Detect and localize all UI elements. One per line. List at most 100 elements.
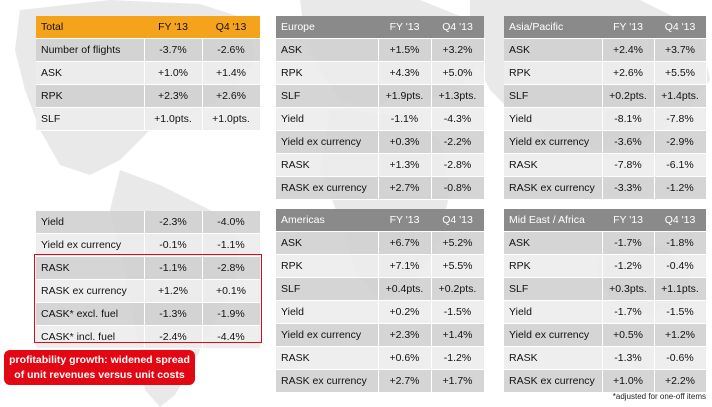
q413-value: -1.9% xyxy=(202,302,261,326)
metric-label: ASK xyxy=(276,38,379,62)
table-header-row: Americas FY '13 Q4 '13 xyxy=(276,209,484,232)
q413-value: +1.3pts. xyxy=(431,84,485,108)
q413-value: -2.9% xyxy=(654,130,707,154)
metric-label: Yield xyxy=(504,107,603,131)
q413-value: -0.8% xyxy=(431,176,485,200)
footnote: *adjusted for one-off items xyxy=(612,392,706,401)
column-header-fy13: FY '13 xyxy=(602,209,654,232)
q413-value: -2.8% xyxy=(202,256,261,280)
q413-value: +5.0% xyxy=(431,61,485,85)
profitability-callout: profitability growth: widened spread of … xyxy=(4,350,195,385)
q413-value: +1.1pts. xyxy=(654,277,707,301)
table-row: RPK +4.3% +5.0% xyxy=(276,61,485,85)
q413-value: +1.4% xyxy=(431,323,485,347)
fy13-value: +0.2pts. xyxy=(602,84,655,108)
table-row: SLF +0.2pts. +1.4pts. xyxy=(504,84,707,108)
table-row: RASK +0.6% -1.2% xyxy=(276,346,485,370)
column-header-q413: Q4 '13 xyxy=(654,209,706,232)
europe-table: Europe FY '13 Q4 '13 ASK +1.5% +3.2% RPK +4… xyxy=(276,16,485,200)
q413-value: +0.1% xyxy=(202,279,261,303)
metric-label: SLF xyxy=(276,84,379,108)
fy13-value: +1.3% xyxy=(378,153,432,177)
callout-line-1: profitability growth: widened spread xyxy=(9,354,190,367)
q413-value: -2.2% xyxy=(431,130,485,154)
table-row: RASK +1.3% -2.8% xyxy=(276,153,485,177)
mid-east-africa-table: Mid East / Africa FY '13 Q4 '13 ASK -1.7%… xyxy=(504,209,707,393)
column-header-fy13: FY '13 xyxy=(378,16,431,39)
fy13-value: +2.3% xyxy=(378,323,432,347)
fy13-value: -1.2% xyxy=(602,254,655,278)
q413-value: +2.6% xyxy=(202,84,261,108)
table-row: Yield ex currency +0.5% +1.2% xyxy=(504,323,707,347)
fy13-value: -3.6% xyxy=(602,130,655,154)
fy13-value: +0.2% xyxy=(378,300,432,324)
column-header-fy13: FY '13 xyxy=(602,16,654,39)
fy13-value: +1.9pts. xyxy=(378,84,432,108)
q413-value: -4.4% xyxy=(202,325,261,349)
q413-value: -0.4% xyxy=(654,254,707,278)
q413-value: -1.8% xyxy=(654,231,707,255)
fy13-value: +0.6% xyxy=(378,346,432,370)
q413-value: +2.2% xyxy=(654,369,707,393)
q413-value: -4.3% xyxy=(431,107,485,131)
fy13-value: +1.0% xyxy=(602,369,655,393)
metric-label: RASK xyxy=(504,346,603,370)
q413-value: -6.1% xyxy=(654,153,707,177)
metric-label: Yield ex currency xyxy=(504,323,603,347)
table-row: ASK +1.5% +3.2% xyxy=(276,38,485,62)
q413-value: -1.5% xyxy=(654,300,707,324)
q413-value: +1.0pts. xyxy=(202,107,261,131)
metric-label: Yield ex currency xyxy=(276,323,379,347)
metric-label: ASK xyxy=(276,231,379,255)
table-title: Europe xyxy=(276,16,378,39)
metric-label: RASK ex currency xyxy=(504,176,603,200)
table-row: Yield -2.3% -4.0% xyxy=(36,211,261,234)
table-row: Yield -1.7% -1.5% xyxy=(504,300,707,324)
column-header-fy13: FY '13 xyxy=(378,209,431,232)
table-row: Yield +0.2% -1.5% xyxy=(276,300,485,324)
q413-value: +3.2% xyxy=(431,38,485,62)
table-row: ASK +6.7% +5.2% xyxy=(276,231,485,255)
table-row: SLF +1.9pts. +1.3pts. xyxy=(276,84,485,108)
fy13-value: +6.7% xyxy=(378,231,432,255)
q413-value: -1.5% xyxy=(431,300,485,324)
table-row: RPK +2.3% +2.6% xyxy=(36,84,261,108)
table-title: Mid East / Africa xyxy=(504,209,602,232)
q413-value: -2.6% xyxy=(202,38,261,62)
column-header-fy13: FY '13 xyxy=(144,16,202,39)
metric-label: CASK* incl. fuel xyxy=(36,325,145,349)
table-row: RASK ex currency +2.7% -0.8% xyxy=(276,176,485,200)
metric-label: SLF xyxy=(276,277,379,301)
table-row: RASK ex currency +1.2% +0.1% xyxy=(36,279,261,303)
metric-label: RASK ex currency xyxy=(504,369,603,393)
table-row: RASK ex currency +2.7% +1.7% xyxy=(276,369,485,393)
table-title: Asia/Pacific xyxy=(504,16,602,39)
q413-value: +5.5% xyxy=(654,61,707,85)
table-row: RASK ex currency +1.0% +2.2% xyxy=(504,369,707,393)
metric-label: Yield xyxy=(276,300,379,324)
fy13-value: -3.7% xyxy=(144,38,203,62)
fy13-value: -1.1% xyxy=(144,256,203,280)
q413-value: -1.1% xyxy=(202,233,261,257)
metric-label: SLF xyxy=(36,107,145,131)
table-header-row: Asia/Pacific FY '13 Q4 '13 xyxy=(504,16,706,39)
metric-label: RPK xyxy=(36,84,145,108)
total-summary-table: Total FY '13 Q4 '13 Number of flights -3.… xyxy=(36,16,261,131)
metric-label: SLF xyxy=(504,84,603,108)
fy13-value: +1.2% xyxy=(144,279,203,303)
fy13-value: +2.4% xyxy=(602,38,655,62)
fy13-value: +2.7% xyxy=(378,176,432,200)
table-header-row: Europe FY '13 Q4 '13 xyxy=(276,16,484,39)
americas-table: Americas FY '13 Q4 '13 ASK +6.7% +5.2% RPK… xyxy=(276,209,485,393)
table-row: SLF +0.4pts. +0.2pts. xyxy=(276,277,485,301)
table-row: SLF +1.0pts. +1.0pts. xyxy=(36,107,261,131)
metric-label: RPK xyxy=(504,61,603,85)
fy13-value: +0.5% xyxy=(602,323,655,347)
metric-label: RASK ex currency xyxy=(36,279,145,303)
metric-label: Yield ex currency xyxy=(36,233,145,257)
metric-label: ASK xyxy=(504,38,603,62)
table-header-row: Mid East / Africa FY '13 Q4 '13 xyxy=(504,209,706,232)
fy13-value: -2.4% xyxy=(144,325,203,349)
table-row: RPK +7.1% +5.5% xyxy=(276,254,485,278)
callout-line-2: of unit revenues versus unit costs xyxy=(14,368,185,381)
